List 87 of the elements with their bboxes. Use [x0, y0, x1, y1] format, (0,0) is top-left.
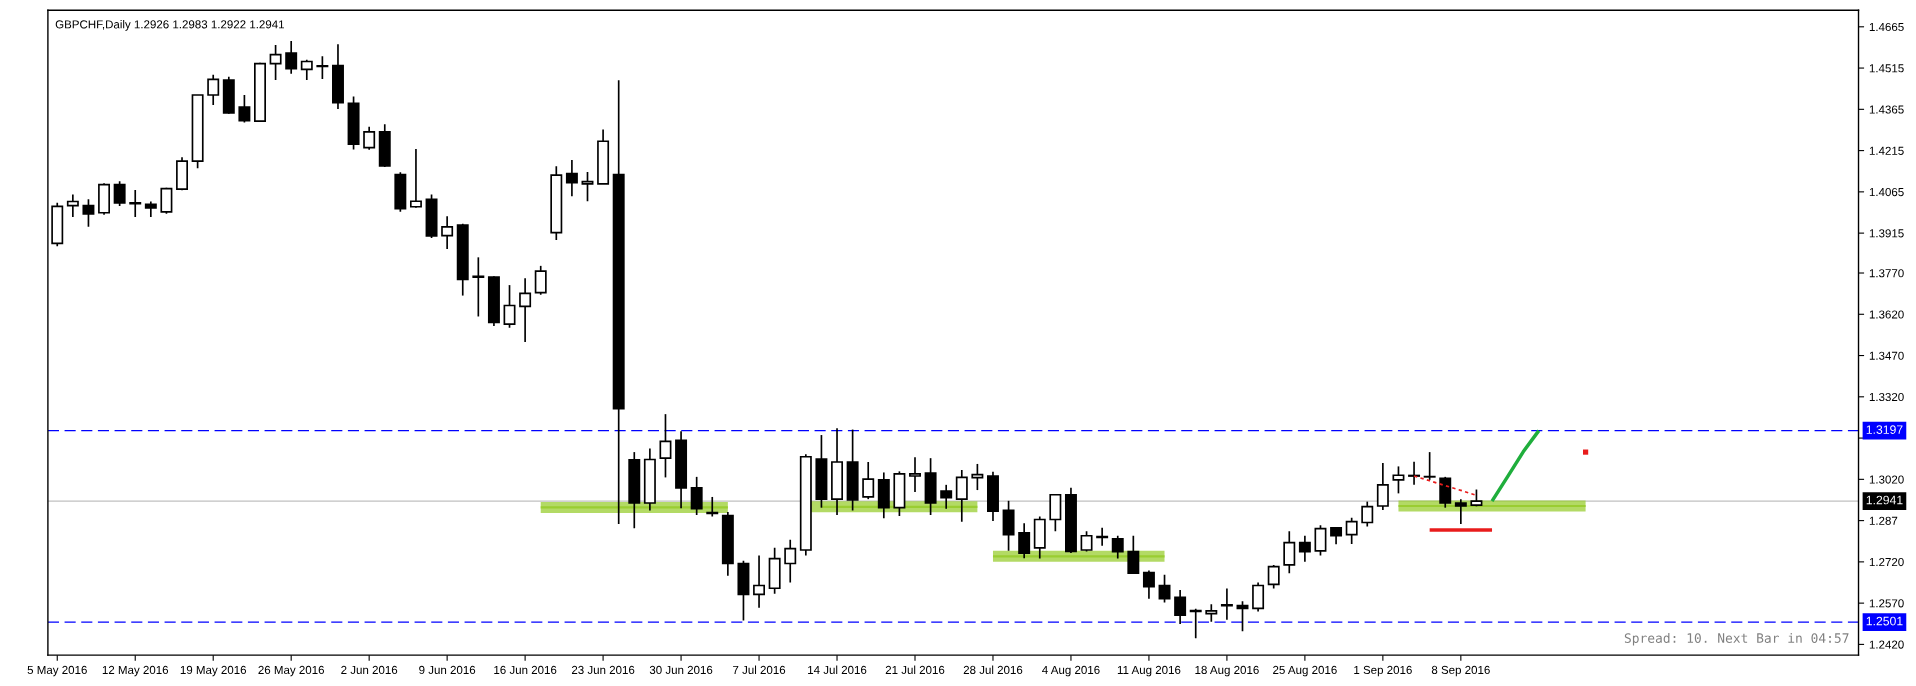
x-tick-label: 28 Jul 2016: [963, 665, 1023, 675]
ref-line-label: 1.3197: [1866, 425, 1903, 434]
candlestick: [940, 484, 953, 510]
candlestick: [862, 461, 875, 500]
candlestick: [1361, 500, 1374, 528]
y-tick-label: 1.4515: [1869, 64, 1904, 73]
candlestick: [66, 193, 79, 218]
candlestick: [472, 256, 485, 318]
candlestick: [1392, 465, 1405, 495]
y-tick-label: 1.287: [1869, 516, 1898, 525]
candlestick: [784, 539, 797, 584]
candlestick: [363, 125, 376, 151]
x-tick-label: 4 Aug 2016: [1042, 665, 1100, 677]
x-tick-label: 23 Jun 2016: [571, 665, 635, 675]
y-tick-label: 1.3620: [1869, 310, 1904, 319]
x-tick-label: 5 May 2016: [27, 665, 87, 677]
y-tick-label: 1.4065: [1869, 187, 1904, 197]
y-tick-label: 1.3020: [1869, 475, 1904, 484]
x-tick-label: 7 Jul 2016: [733, 665, 786, 675]
candlestick: [129, 189, 142, 218]
candlestick: [1111, 534, 1124, 560]
x-tick-label: 25 Aug 2016: [1273, 665, 1337, 677]
x-tick-label: 1 Sep 2016: [1354, 665, 1412, 677]
x-tick-label: 9 Jun 2016: [419, 665, 476, 675]
ref-line-label: 1.2501: [1866, 616, 1903, 626]
candlestick: [285, 40, 298, 75]
candlestick: [955, 469, 968, 523]
candlestick: [1454, 498, 1467, 525]
candlestick: [753, 554, 766, 609]
x-tick-label: 19 May 2016: [180, 665, 247, 677]
x-tick-label: 8 Sep 2016: [1431, 665, 1490, 677]
y-tick-label: 1.2420: [1869, 640, 1904, 649]
candlestick: [269, 44, 282, 81]
y-tick-label: 1.3770: [1869, 269, 1904, 278]
candlestick: [1298, 534, 1311, 563]
candlestick: [565, 159, 578, 198]
candlestick: [690, 476, 703, 516]
candlestick: [1142, 569, 1155, 600]
line-series: [1490, 428, 1541, 503]
candlestick: [1252, 581, 1265, 613]
x-tick-label: 14 Jul 2016: [808, 665, 867, 675]
text: GBPCHF,Daily 1.2926 1.2983 1.2922 1.2941: [55, 19, 284, 31]
candlestick: [316, 55, 329, 80]
candlestick: [1174, 589, 1187, 625]
x-tick-label: 18 Aug 2016: [1195, 665, 1259, 677]
candlestick: [1267, 564, 1280, 590]
x-tick-label: 2 Jun 2016: [341, 665, 398, 675]
candlestick: [1376, 462, 1389, 511]
y-tick-label: 1.2720: [1869, 558, 1904, 567]
y-tick-label: 1.4365: [1869, 105, 1904, 114]
candlestick: [160, 186, 173, 215]
candlestick: [441, 215, 454, 250]
x-tick-label: 16 Jun 2016: [494, 665, 557, 675]
candlestick: [113, 180, 126, 207]
candlestick: [909, 456, 921, 493]
y-tick-label: 1.4665: [1869, 22, 1904, 32]
candlestick: [1314, 524, 1327, 557]
candlestick: [581, 171, 594, 203]
candlestick: [534, 265, 547, 296]
candlestick: [1158, 573, 1171, 604]
annotation: Spread: 10. Next Bar in 04:57: [1624, 632, 1849, 646]
y-tick-label: 1.2570: [1869, 599, 1904, 608]
y-tick-label: 1.4215: [1869, 146, 1904, 155]
candlestick: [971, 463, 984, 491]
candlestick: [1018, 522, 1031, 560]
candlestick: [1283, 530, 1296, 574]
x-tick-label: 11 Aug 2016: [1117, 665, 1181, 677]
x-tick-label: 21 Jul 2016: [885, 665, 945, 675]
candlestick: [519, 277, 532, 343]
candlestick: [82, 198, 95, 228]
candlestick: [207, 73, 220, 106]
candlestick: [1127, 534, 1140, 575]
candlestick: [1205, 603, 1218, 623]
x-tick-label: 30 Jun 2016: [649, 665, 713, 675]
candlestick: [300, 58, 313, 81]
candlestick: [503, 284, 516, 329]
y-tick-label: 1.3470: [1869, 351, 1904, 360]
candlestick: [659, 413, 672, 479]
ref-line-label: 1.2941: [1866, 495, 1903, 505]
y-tick-label: 1.3320: [1869, 392, 1904, 402]
candlestick: [238, 94, 251, 124]
candlestick: [409, 148, 422, 209]
candlestick: [1345, 517, 1358, 545]
candlestick: [1423, 451, 1436, 481]
y-tick-label: 1.3915: [1869, 229, 1904, 238]
x-tick-label: 12 May 2016: [102, 665, 169, 677]
x-tick-label: 26 May 2016: [258, 665, 325, 677]
